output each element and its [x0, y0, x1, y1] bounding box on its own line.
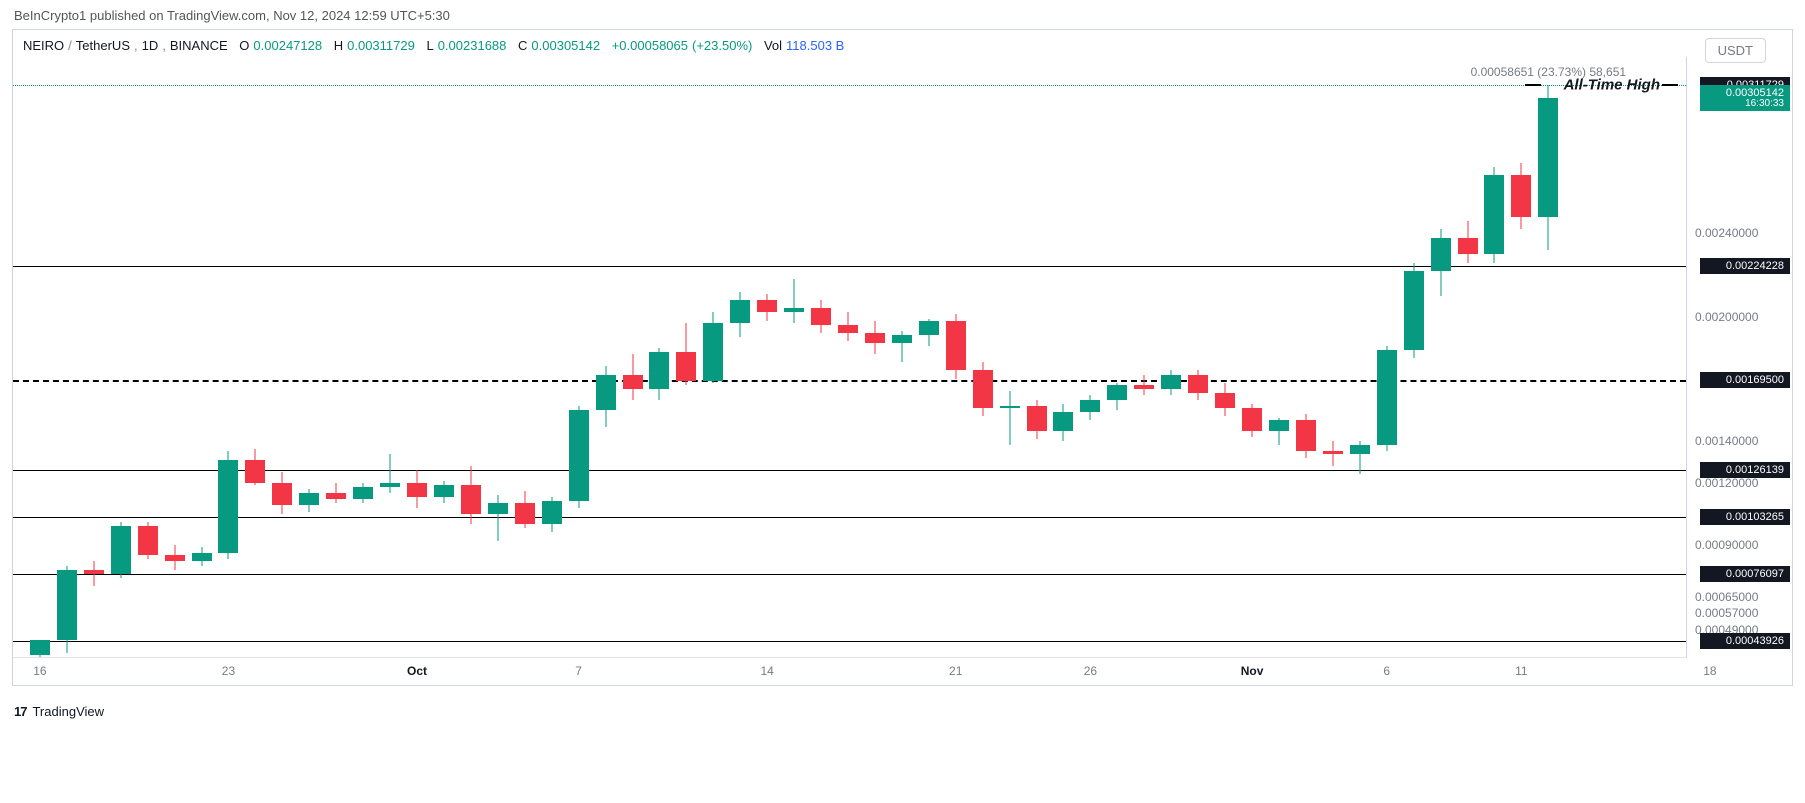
x-tick: 21	[949, 664, 962, 678]
x-tick: 18	[1703, 664, 1716, 678]
legend-vol: 118.503 B	[786, 38, 844, 53]
y-tick: 0.00065000	[1695, 590, 1758, 604]
x-tick: 23	[222, 664, 235, 678]
price-level-label: 0.00103265	[1700, 509, 1790, 525]
legend-low: 0.00231688	[438, 38, 507, 53]
h-line	[13, 85, 1686, 86]
tradingview-logo-icon: 17	[14, 704, 26, 719]
chart-plot[interactable]: All-Time High0.00058651 (23.73%) 58,651	[13, 57, 1687, 657]
x-tick: Oct	[407, 664, 427, 678]
legend-close: 0.00305142	[531, 38, 600, 53]
last-bar-info: 0.00058651 (23.73%) 58,651	[1471, 65, 1626, 79]
x-tick: 16	[33, 664, 46, 678]
y-tick: 0.00090000	[1695, 538, 1758, 552]
ath-dash	[1525, 84, 1541, 86]
h-line	[13, 380, 1686, 382]
legend-exchange: BINANCE	[170, 38, 228, 53]
legend-high: 0.00311729	[347, 38, 415, 53]
y-tick: 0.00057000	[1695, 606, 1758, 620]
ath-dash	[1662, 84, 1678, 86]
tradingview-brand: TradingView	[32, 704, 104, 719]
x-tick: 14	[761, 664, 774, 678]
y-axis[interactable]: 0.002400000.002000000.001400000.00120000…	[1687, 57, 1792, 657]
price-level-label: 0.00224228	[1700, 258, 1790, 274]
chart-container: NEIRO / TetherUS , 1D , BINANCE O 0.0024…	[12, 29, 1793, 686]
x-tick: 11	[1515, 664, 1527, 678]
price-level-label: 0.00169500	[1700, 372, 1790, 388]
x-tick: 26	[1084, 664, 1097, 678]
x-tick: Nov	[1241, 664, 1264, 678]
chart-legend: NEIRO / TetherUS , 1D , BINANCE O 0.0024…	[13, 30, 1792, 57]
legend-interval: 1D	[142, 38, 159, 53]
price-level-label: 0.00076097	[1700, 566, 1790, 582]
publish-line: BeInCrypto1 published on TradingView.com…	[0, 0, 1805, 29]
legend-quote: TetherUS	[76, 38, 130, 53]
legend-change-pct: (+23.50%)	[692, 38, 752, 53]
x-axis[interactable]: 1623Oct7142126Nov61118	[13, 657, 1687, 685]
h-line	[13, 641, 1686, 642]
y-tick: 0.00140000	[1695, 434, 1758, 448]
y-tick: 0.00200000	[1695, 310, 1758, 324]
footer: 17 TradingView	[0, 696, 1805, 733]
y-tick: 0.00240000	[1695, 226, 1758, 240]
x-tick: 6	[1383, 664, 1390, 678]
h-line	[13, 574, 1686, 575]
price-level-label: 0.00126139	[1700, 462, 1790, 478]
legend-open: 0.00247128	[253, 38, 322, 53]
price-level-label: 0.00043926	[1700, 633, 1790, 649]
h-line	[13, 517, 1686, 518]
x-tick: 7	[575, 664, 582, 678]
current-price-label: 0.0030514216:30:33	[1700, 85, 1790, 111]
legend-change: +0.00058065	[612, 38, 688, 53]
legend-symbol: NEIRO	[23, 38, 64, 53]
